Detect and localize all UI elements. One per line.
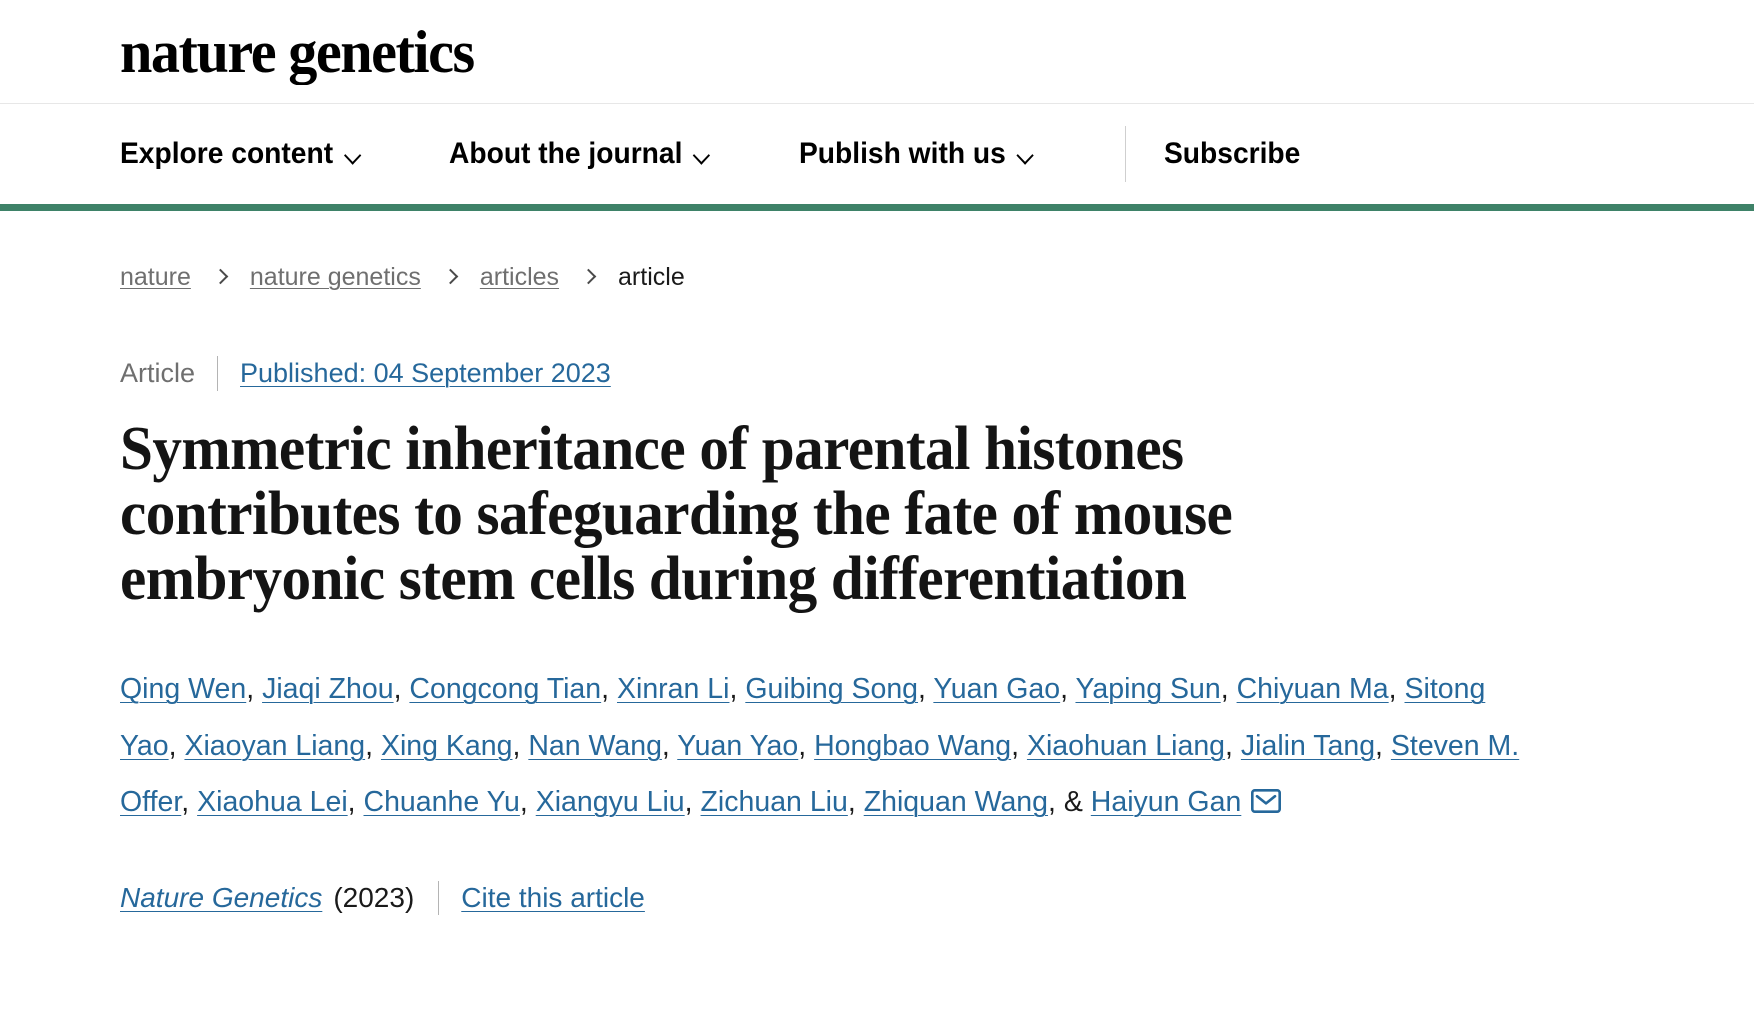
author-link[interactable]: Yaping Sun (1075, 673, 1221, 706)
breadcrumb: nature nature genetics articles article (120, 263, 1754, 292)
author-link[interactable]: Qing Wen (120, 673, 247, 706)
chevron-down-icon (345, 149, 361, 159)
author-separator: , (1375, 729, 1391, 762)
author-link[interactable]: Xiaohuan Liang (1026, 729, 1226, 762)
author-separator: , (1225, 729, 1241, 762)
publication-date-link[interactable]: Published: 04 September 2023 (240, 358, 611, 388)
author-separator: , (601, 673, 617, 706)
main-content: nature nature genetics articles article … (0, 263, 1754, 915)
nav-item-about-the-journal[interactable]: About the journal (449, 137, 711, 171)
masthead: nature genetics (0, 0, 1754, 104)
author-separator: , (661, 729, 678, 762)
author-separator: , (512, 729, 529, 762)
journal-logo[interactable]: nature genetics (120, 18, 475, 85)
nav-label: Publish with us (799, 137, 1006, 170)
nav-label: Subscribe (1164, 137, 1301, 170)
author-separator: , (1048, 786, 1064, 819)
envelope-icon (1251, 776, 1282, 832)
author-separator: , (519, 786, 536, 819)
nav-item-publish-with-us[interactable]: Publish with us (799, 137, 1034, 171)
article-type-label: Article (120, 358, 196, 388)
author-separator: , (1220, 673, 1237, 706)
author-ampersand: & (1063, 786, 1091, 819)
nav-label: Explore content (120, 137, 334, 170)
author-separator: , (847, 786, 864, 819)
corresponding-author-email-link[interactable] (1249, 786, 1282, 818)
author-link[interactable]: Xiaohua Lei (197, 786, 348, 819)
author-separator: , (918, 673, 934, 706)
author-link-corresponding[interactable]: Haiyun Gan (1090, 786, 1242, 819)
breadcrumb-item-articles[interactable]: articles (479, 263, 560, 291)
chevron-right-icon (442, 268, 459, 285)
breadcrumb-item-nature-genetics[interactable]: nature genetics (249, 263, 421, 291)
primary-navigation: Explore content About the journal Publis… (0, 104, 1754, 204)
brand-accent-rule (0, 204, 1754, 211)
author-link[interactable]: Zhiquan Wang (863, 786, 1049, 819)
author-link[interactable]: Xiangyu Liu (535, 786, 685, 819)
chevron-right-icon (212, 268, 229, 285)
author-link[interactable]: Congcong Tian (409, 673, 602, 706)
chevron-down-icon (1018, 149, 1034, 159)
author-link[interactable]: Chuanhe Yu (363, 786, 520, 819)
author-link[interactable]: Sitong Yao (120, 673, 1486, 762)
author-list-body: Qing Wen, Jiaqi Zhou, Congcong Tian, Xin… (120, 673, 1519, 818)
author-link[interactable]: Xing Kang (380, 729, 513, 762)
author-link[interactable]: Xinran Li (616, 673, 730, 706)
author-separator: , (1011, 729, 1027, 762)
journal-citation: Nature Genetics (2023) Cite this article (120, 880, 1754, 915)
author-separator: , (246, 673, 263, 706)
author-separator: , (1060, 673, 1076, 706)
author-link[interactable]: Steven M. Offer (120, 729, 1520, 819)
author-link[interactable]: Jialin Tang (1240, 729, 1376, 762)
nav-item-explore-content[interactable]: Explore content (120, 137, 361, 171)
meta-divider (217, 356, 219, 391)
nav-item-subscribe[interactable]: Subscribe (1164, 137, 1300, 171)
chevron-right-icon (580, 268, 597, 285)
author-link[interactable]: Chiyuan Ma (1236, 673, 1389, 706)
author-separator: , (729, 673, 746, 706)
author-separator: , (393, 673, 410, 706)
author-separator: , (168, 729, 185, 762)
author-link[interactable]: Hongbao Wang (814, 729, 1012, 762)
cite-this-article-link[interactable]: Cite this article (461, 881, 645, 913)
nav-divider (1125, 126, 1127, 182)
article-meta: Article Published: 04 September 2023 (120, 356, 1754, 391)
author-separator: , (181, 786, 198, 819)
breadcrumb-item-current: article (618, 263, 685, 291)
author-link[interactable]: Xiaoyan Liang (184, 729, 366, 762)
chevron-down-icon (694, 149, 710, 159)
author-separator: , (1388, 673, 1405, 706)
author-link[interactable]: Nan Wang (528, 729, 662, 762)
author-separator: , (684, 786, 701, 819)
author-link[interactable]: Guibing Song (745, 673, 919, 706)
author-link[interactable]: Yuan Gao (933, 673, 1061, 706)
journal-name-link[interactable]: Nature Genetics (120, 881, 323, 913)
citation-divider (438, 880, 440, 915)
breadcrumb-item-nature[interactable]: nature (120, 263, 191, 291)
author-link[interactable]: Jiaqi Zhou (262, 673, 394, 706)
publication-year: (2023) (333, 881, 415, 913)
author-link[interactable]: Yuan Yao (677, 729, 799, 762)
author-link[interactable]: Zichuan Liu (700, 786, 848, 819)
author-separator: , (365, 729, 381, 762)
author-list: Qing Wen, Jiaqi Zhou, Congcong Tian, Xin… (120, 661, 1520, 832)
article-title: Symmetric inheritance of parental histon… (120, 415, 1233, 613)
author-separator: , (798, 729, 815, 762)
author-separator: , (347, 786, 364, 819)
nav-label: About the journal (448, 137, 683, 170)
